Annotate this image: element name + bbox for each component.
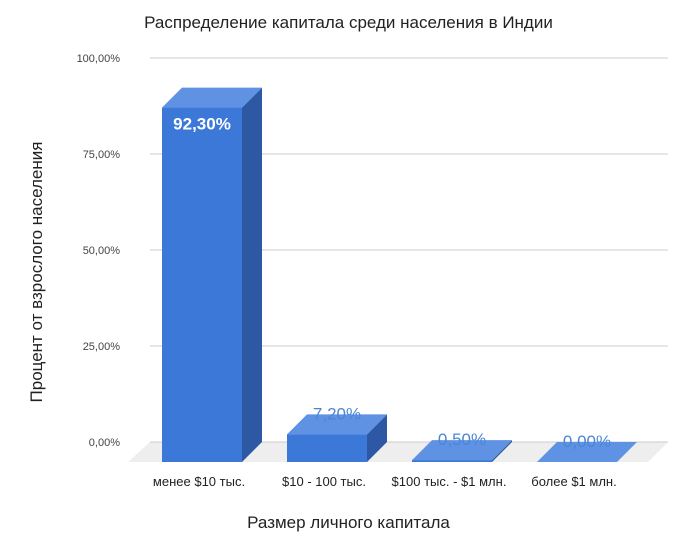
data-label: 7,20% xyxy=(313,404,361,423)
bar-top xyxy=(162,87,262,108)
y-tick-label: 75,00% xyxy=(83,149,121,161)
bar-front xyxy=(412,460,492,462)
data-label: 92,30% xyxy=(173,115,231,134)
data-label: 0,00% xyxy=(563,432,611,451)
y-tick-label: 50,00% xyxy=(83,245,121,257)
bar xyxy=(162,87,262,463)
x-tick-label: $10 - 100 тыс. xyxy=(282,474,366,489)
bar-side xyxy=(242,87,262,463)
y-tick-label: 0,00% xyxy=(89,437,120,449)
y-tick-label: 100,00% xyxy=(77,53,121,65)
floor-plane xyxy=(128,442,668,462)
x-axis-title: Размер личного капитала xyxy=(247,513,450,532)
bar xyxy=(287,414,387,462)
bar-side xyxy=(367,414,387,462)
data-labels: 92,30% 7,20% 0,50% 0,00% xyxy=(173,115,611,451)
x-tick-label: более $1 млн. xyxy=(531,474,616,489)
chart-title: Распределение капитала среди населения в… xyxy=(144,13,553,32)
x-axis-ticks: менее $10 тыс. $10 - 100 тыс. $100 тыс. - … xyxy=(153,474,617,489)
x-tick-label: менее $10 тыс. xyxy=(153,474,245,489)
bar xyxy=(537,442,637,462)
bar-top xyxy=(537,442,637,462)
y-axis-ticks: 0,00% 25,00% 50,00% 75,00% 100,00% xyxy=(77,53,121,449)
bar-top xyxy=(412,440,512,461)
y-tick-label: 25,00% xyxy=(83,341,121,353)
data-label: 0,50% xyxy=(438,430,486,449)
chart-floor xyxy=(128,442,668,462)
bar xyxy=(412,440,512,462)
bar-side xyxy=(492,440,512,462)
bar-front xyxy=(287,434,367,462)
x-tick-label: $100 тыс. - $1 млн. xyxy=(392,474,507,489)
bar-top xyxy=(287,414,387,435)
bars xyxy=(162,87,637,463)
bar-front xyxy=(162,107,242,463)
